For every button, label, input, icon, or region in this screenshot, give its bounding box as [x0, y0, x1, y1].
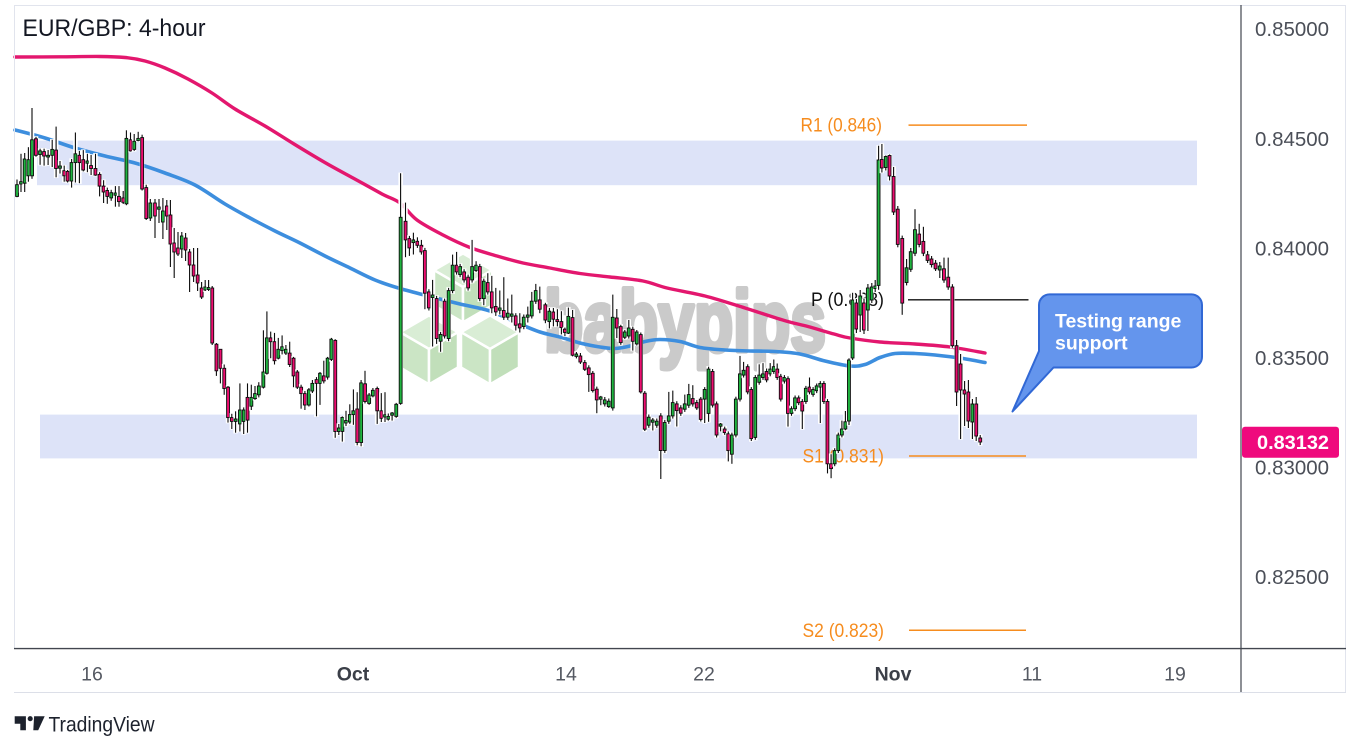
svg-text:0.83132: 0.83132 [1257, 432, 1329, 454]
svg-text:0.83500: 0.83500 [1255, 348, 1329, 370]
svg-text:0.85000: 0.85000 [1255, 19, 1329, 41]
svg-text:R1 (0.846): R1 (0.846) [801, 116, 883, 137]
svg-text:0.84000: 0.84000 [1255, 238, 1329, 260]
svg-text:0.84500: 0.84500 [1255, 129, 1329, 151]
svg-text:S2 (0.823): S2 (0.823) [803, 621, 885, 642]
svg-text:0.82500: 0.82500 [1255, 567, 1329, 589]
svg-text:19: 19 [1164, 664, 1186, 686]
svg-text:support: support [1055, 333, 1128, 355]
svg-text:TradingView: TradingView [49, 714, 156, 737]
svg-text:EUR/GBP: 4-hour: EUR/GBP: 4-hour [23, 15, 206, 42]
svg-text:14: 14 [555, 664, 577, 686]
svg-text:11: 11 [1022, 664, 1042, 686]
svg-text:16: 16 [81, 664, 103, 686]
svg-text:Oct: Oct [337, 664, 370, 686]
svg-text:0.83000: 0.83000 [1255, 458, 1329, 480]
svg-text:22: 22 [693, 664, 715, 686]
svg-text:Nov: Nov [875, 664, 912, 686]
svg-text:S1 (0.831): S1 (0.831) [803, 446, 885, 467]
svg-text:Testing range: Testing range [1055, 311, 1182, 333]
